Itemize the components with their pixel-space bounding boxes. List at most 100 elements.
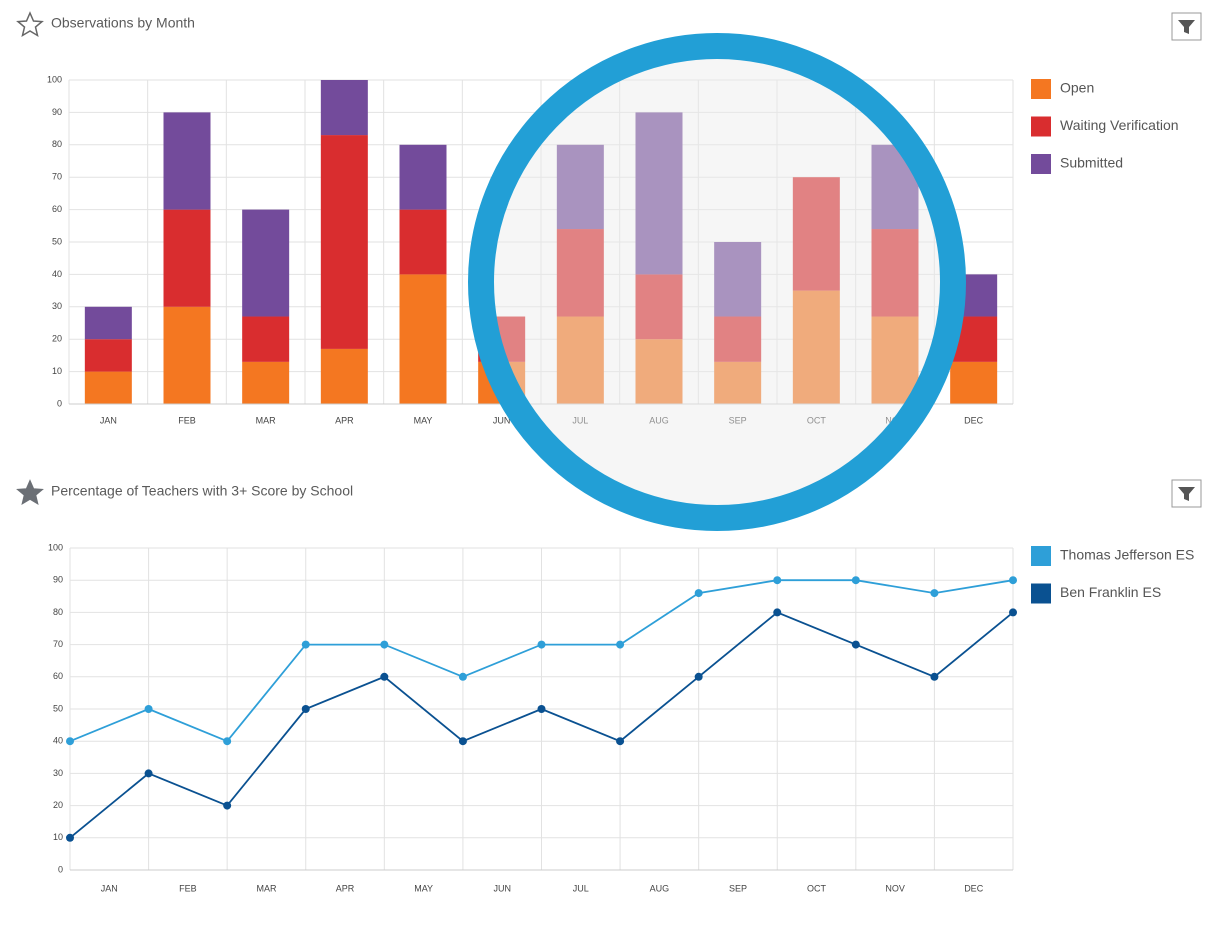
legend-label: Waiting Verification	[1060, 117, 1179, 133]
x-tick-label: DEC	[964, 415, 984, 425]
point	[380, 640, 389, 649]
bar-segment	[242, 209, 290, 317]
x-tick-label: JAN	[100, 415, 117, 425]
x-tick-label: DEC	[964, 883, 984, 893]
legend-swatch	[1031, 116, 1051, 137]
y-tick-label: 90	[53, 575, 63, 585]
bar-segment	[556, 144, 604, 230]
favorite-star[interactable]	[16, 479, 44, 506]
y-tick-label: 90	[52, 107, 62, 117]
x-tick-label: JAN	[101, 883, 118, 893]
y-tick-label: 30	[52, 301, 62, 311]
point	[380, 672, 389, 681]
x-tick-label: SEP	[729, 415, 747, 425]
x-tick-label: SEP	[729, 883, 747, 893]
y-tick-label: 40	[52, 269, 62, 279]
x-tick-label: OCT	[807, 883, 827, 893]
legend-label: Open	[1060, 80, 1094, 96]
point	[930, 672, 939, 681]
y-tick-label: 0	[57, 398, 62, 408]
point	[223, 801, 232, 810]
filter-icon[interactable]	[1178, 20, 1195, 34]
point	[537, 705, 546, 713]
point	[694, 589, 703, 598]
point	[773, 608, 782, 617]
y-tick-label: 60	[53, 671, 63, 681]
y-tick-label: 20	[52, 334, 62, 344]
bar-segment	[871, 229, 919, 317]
y-tick-label: 50	[53, 703, 63, 713]
x-tick-label: JUN	[493, 415, 511, 425]
point	[773, 576, 782, 585]
legend-label: Thomas Jefferson ES	[1060, 547, 1194, 563]
bar-segment	[163, 306, 211, 404]
x-tick-label: MAR	[256, 883, 277, 893]
x-tick-label: AUG	[650, 883, 670, 893]
percentage-chart: 0 10 20 30 40 50 60 70 80 90 100 JAN FEB MAR APR MAY JUN…	[48, 542, 1194, 893]
x-tick-label: FEB	[179, 883, 197, 893]
y-tick-label: 100	[47, 74, 62, 84]
filter-button[interactable]	[1171, 12, 1202, 41]
x-tick-label: MAY	[414, 415, 433, 425]
bar-segment	[399, 274, 447, 404]
point	[694, 672, 703, 681]
magnifier-lens	[468, 33, 966, 531]
x-tick-label: MAY	[414, 883, 433, 893]
point	[851, 576, 860, 585]
bar-segment	[635, 274, 683, 340]
point	[1009, 576, 1017, 585]
y-tick-label: 100	[48, 542, 63, 552]
bar-segment	[714, 242, 762, 317]
bar-segment	[635, 339, 683, 404]
legend-swatch	[1031, 546, 1051, 566]
x-tick-label: JUL	[572, 415, 588, 425]
bar-segment	[242, 361, 290, 404]
x-tick-label: FEB	[178, 415, 196, 425]
point	[144, 769, 153, 778]
y-tick-label: 70	[52, 172, 62, 182]
point	[66, 833, 74, 842]
chart-title: Percentage of Teachers with 3+ Score by …	[51, 483, 353, 499]
y-tick-label: 10	[52, 366, 62, 376]
x-tick-label: APR	[335, 415, 354, 425]
y-tick-label: 10	[53, 832, 63, 842]
x-tick-label: APR	[336, 883, 355, 893]
legend-swatch	[1031, 583, 1051, 604]
point	[66, 737, 74, 746]
favorite-star[interactable]	[16, 11, 44, 38]
x-tick-label: JUN	[493, 883, 511, 893]
bar-segment	[84, 339, 132, 372]
point	[1009, 608, 1017, 617]
bar-segment	[714, 361, 762, 404]
y-tick-label: 20	[53, 800, 63, 810]
filter-icon[interactable]	[1178, 487, 1195, 501]
y-tick-label: 60	[52, 204, 62, 214]
observations-chart: 0 10 20 30 40 50 60 70 80 90 100 JAN FEB MAR APR MAY JUN…	[47, 74, 1179, 425]
bar-segment	[556, 229, 604, 317]
bar-segment	[792, 290, 840, 404]
bar-segment	[635, 112, 683, 275]
y-tick-label: 0	[58, 864, 63, 874]
legend-label: Ben Franklin ES	[1060, 584, 1161, 600]
point	[851, 640, 860, 649]
filter-button[interactable]	[1171, 479, 1202, 508]
x-tick-label: OCT	[807, 415, 827, 425]
y-tick-label: 50	[52, 236, 62, 246]
chart-title: Observations by Month	[51, 15, 195, 31]
point	[301, 705, 310, 713]
legend-swatch	[1031, 154, 1051, 174]
y-tick-label: 80	[53, 607, 63, 617]
x-tick-label: AUG	[649, 415, 669, 425]
x-tick-label: MAR	[256, 415, 277, 425]
bar-segment	[163, 112, 211, 210]
bar-segment	[792, 177, 840, 291]
point	[144, 705, 153, 713]
point	[223, 737, 232, 746]
y-tick-label: 70	[53, 639, 63, 649]
bar-segment	[950, 361, 998, 404]
bar-segment	[320, 135, 368, 349]
bar-segment	[320, 348, 368, 404]
point	[458, 737, 467, 746]
point	[930, 589, 939, 598]
